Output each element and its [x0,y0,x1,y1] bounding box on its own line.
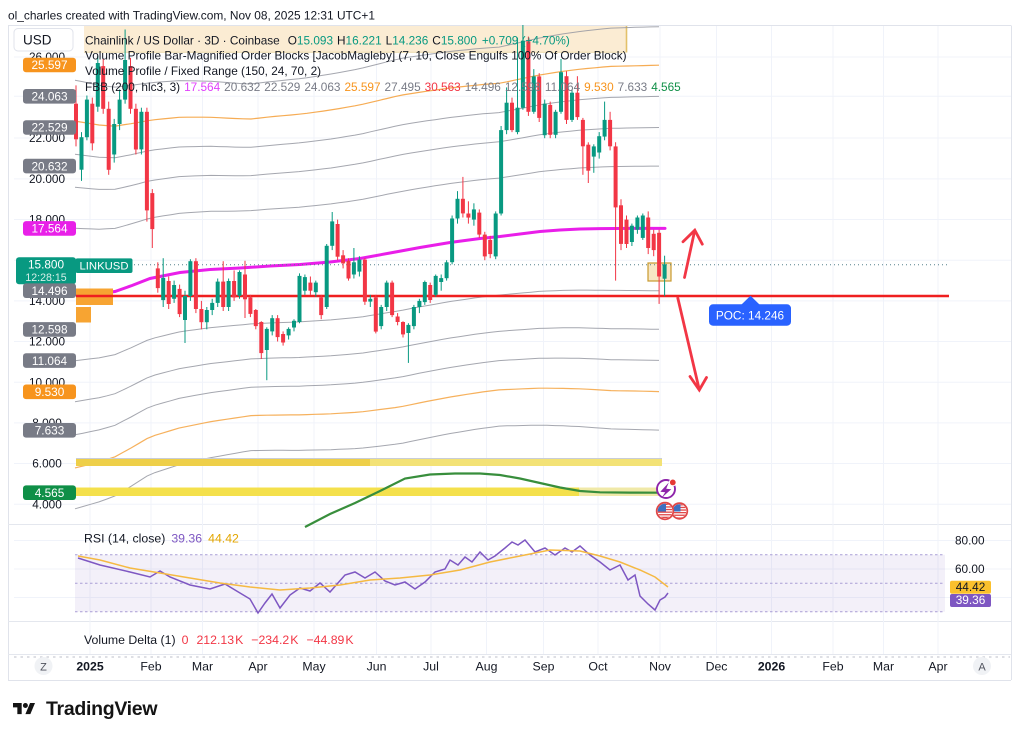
svg-text:USD: USD [23,33,52,48]
svg-text:17.564: 17.564 [31,222,68,236]
svg-text:Sep: Sep [533,660,555,674]
svg-text:9.530: 9.530 [35,385,65,399]
svg-text:Mar: Mar [192,660,213,674]
svg-text:May: May [302,660,326,674]
svg-text:Apr: Apr [928,660,947,674]
svg-text:ol_charles created with Tradin: ol_charles created with TradingView.com,… [8,9,375,23]
svg-text:15.800: 15.800 [28,257,65,271]
svg-text:A: A [978,661,986,673]
svg-text:Feb: Feb [822,660,843,674]
svg-text:Jun: Jun [367,660,387,674]
svg-text:6.000: 6.000 [32,457,62,471]
svg-text:2026: 2026 [758,660,786,674]
svg-text:Aug: Aug [476,660,498,674]
svg-text:7.633: 7.633 [35,424,65,438]
svg-text:20.000: 20.000 [29,172,66,186]
svg-text:60.00: 60.00 [955,562,985,576]
svg-text:25.597: 25.597 [31,58,67,72]
svg-text:Oct: Oct [588,660,608,674]
svg-text:TradingView: TradingView [46,698,158,720]
svg-text:Mar: Mar [873,660,894,674]
svg-text:Volume Profile / Fixed Range (: Volume Profile / Fixed Range (150, 24, 7… [85,64,321,78]
svg-text:2025: 2025 [76,660,104,674]
svg-text:80.00: 80.00 [955,533,985,547]
svg-text:Apr: Apr [248,660,267,674]
svg-text:24.063: 24.063 [31,90,68,104]
svg-text:Z: Z [40,661,47,673]
svg-text:12.598: 12.598 [31,323,68,337]
svg-text:22.529: 22.529 [31,121,67,135]
svg-text:4.000: 4.000 [32,497,62,511]
svg-text:Jul: Jul [423,660,439,674]
svg-text:12.000: 12.000 [29,335,66,349]
svg-text:Chainlink / US Dollar · 3D · C: Chainlink / US Dollar · 3D · Coinbase O15… [85,34,570,48]
svg-text:11.064: 11.064 [32,354,68,368]
svg-text:LINKUSD: LINKUSD [80,260,129,272]
svg-text:Feb: Feb [140,660,161,674]
svg-text:POC: 14.246: POC: 14.246 [716,308,785,322]
svg-text:Nov: Nov [649,660,672,674]
svg-text:39.36: 39.36 [956,593,986,607]
svg-text:4.565: 4.565 [35,486,65,500]
svg-text:14.496: 14.496 [31,284,68,298]
svg-text:Dec: Dec [706,660,728,674]
svg-text:12:28:15: 12:28:15 [25,272,66,284]
svg-text:20.632: 20.632 [31,159,67,173]
svg-text:Volume Profile Bar-Magnified O: Volume Profile Bar-Magnified Order Block… [85,49,627,63]
svg-text:44.42: 44.42 [956,580,986,594]
